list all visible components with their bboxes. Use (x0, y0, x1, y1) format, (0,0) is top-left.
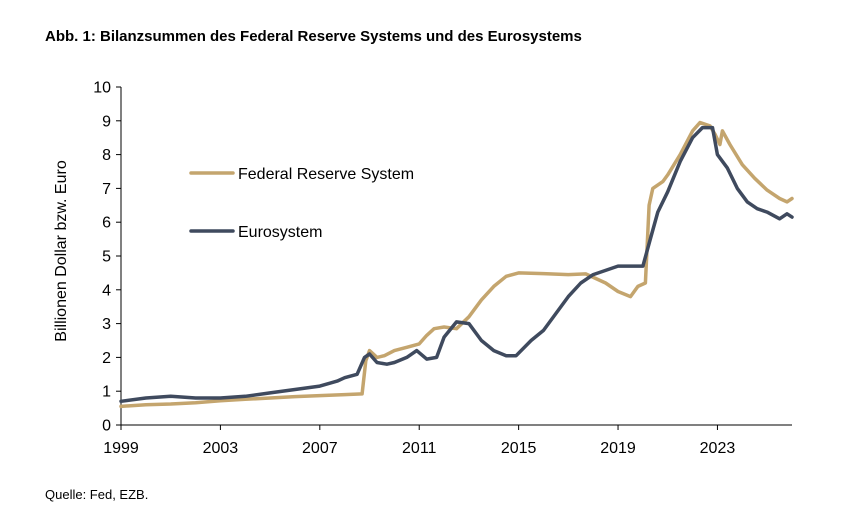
x-tick-label: 2003 (203, 440, 239, 457)
source-note: Quelle: Fed, EZB. (45, 487, 149, 502)
y-tick-label: 7 (102, 181, 111, 198)
y-tick-label: 8 (102, 147, 111, 164)
x-tick-label: 2015 (501, 440, 537, 457)
y-tick-label: 6 (102, 215, 111, 232)
y-tick-label: 9 (102, 113, 111, 130)
x-tick-label: 2007 (302, 440, 338, 457)
y-axis-label: Billionen Dollar bzw. Euro (53, 160, 70, 342)
y-tick-label: 2 (102, 350, 111, 367)
legend-label: Federal Reserve System (238, 166, 414, 183)
series-lines (119, 120, 794, 409)
legend-label: Eurosystem (238, 224, 322, 241)
axes: 0 1 2 3 4 5 6 7 8 9 10 1999 2003 2007 2011 2015 2019 2023 (93, 80, 792, 457)
series-line-federal-reserve (119, 120, 794, 409)
chart-title: Abb. 1: Bilanzsummen des Federal Reserve… (45, 28, 582, 45)
series-line-eurosystem (119, 125, 794, 404)
legend: Federal Reserve System Eurosystem (189, 166, 414, 241)
x-tick-label: 2023 (700, 440, 736, 457)
x-tick-label: 2019 (600, 440, 636, 457)
y-tick-label: 1 (102, 384, 111, 401)
y-tick-label: 4 (102, 282, 111, 299)
y-tick-label: 10 (93, 80, 111, 97)
y-tick-label: 3 (102, 316, 111, 333)
x-tick-label: 2011 (402, 440, 437, 457)
y-tick-label: 0 (102, 418, 111, 435)
x-tick-label: 1999 (103, 440, 139, 457)
y-tick-label: 5 (102, 249, 111, 266)
